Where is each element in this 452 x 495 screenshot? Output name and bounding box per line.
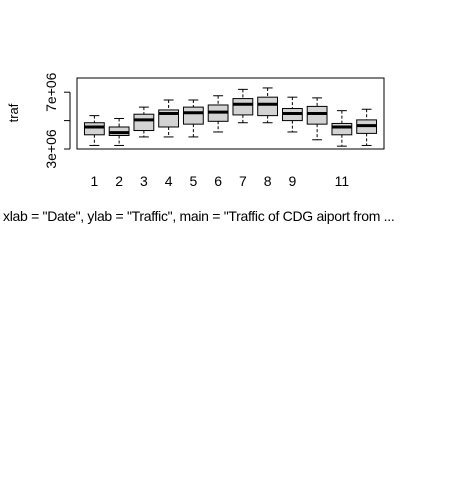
box-iqr [232,98,254,116]
x-tick-label: 8 [264,173,272,189]
x-tick-label: 6 [214,173,222,189]
box-group-8 [257,87,279,124]
box-group-10 [306,97,328,141]
plot-frame [76,77,385,150]
x-tick-label: 1 [90,173,98,189]
box-group-3 [133,106,155,138]
box-iqr [257,96,279,117]
box-group-7 [232,88,254,124]
box-group-6 [207,95,229,133]
x-tick-label: 9 [288,173,296,189]
x-tick-label: 3 [140,173,148,189]
y-tick-label: 3e+06 [43,129,59,169]
x-tick-label: 7 [239,173,247,189]
box-group-9 [281,96,303,133]
box-iqr [133,113,155,132]
caption-text: xlab = "Date", ylab = "Traffic", main = … [3,208,395,224]
box-iqr [182,106,204,125]
box-group-11 [331,110,353,147]
boxes-layer [83,87,378,147]
box-iqr [306,105,328,125]
x-tick-label: 2 [115,173,123,189]
box-iqr [83,122,105,136]
y-tick-label: 7e+06 [43,72,59,112]
y-axis-title: traf [6,103,21,122]
box-iqr [331,122,353,136]
box-group-1 [83,115,105,146]
x-tick-label: 5 [189,173,197,189]
x-axis: 1 2 3 4 5 6 7 8 9 11 [90,173,349,189]
box-group-2 [108,117,130,146]
box-group-12 [356,108,378,146]
x-tick-label: 11 [335,173,350,189]
box-group-5 [182,99,204,138]
box-group-4 [158,99,180,138]
y-axis: 3e+06 7e+06 [43,72,71,169]
x-tick-label: 4 [165,173,173,189]
